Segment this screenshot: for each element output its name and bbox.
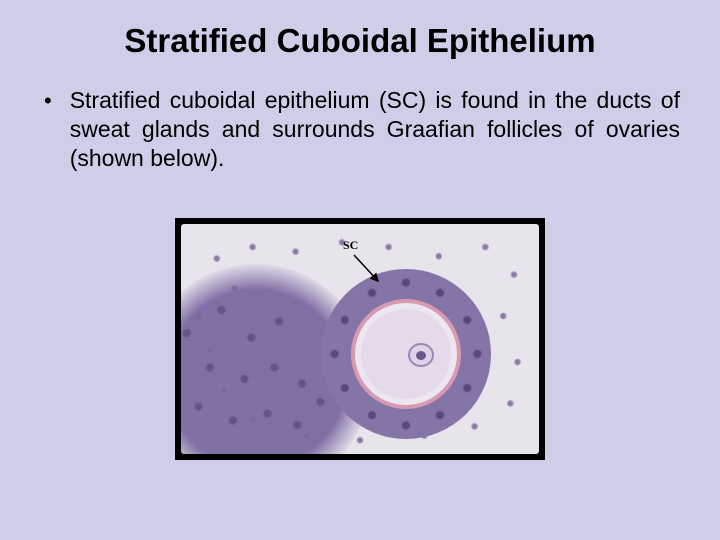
oocyte-nucleus <box>408 343 434 367</box>
bullet-marker: • <box>44 88 52 114</box>
tissue-background: SC <box>181 224 539 454</box>
oocyte-cytoplasm <box>361 309 451 399</box>
slide-title: Stratified Cuboidal Epithelium <box>40 22 680 60</box>
bullet-text: Stratified cuboidal epithelium (SC) is f… <box>70 86 680 172</box>
sc-label: SC <box>343 238 358 253</box>
graafian-follicle <box>321 269 491 439</box>
image-container: SC <box>40 218 680 460</box>
micrograph-figure: SC <box>175 218 545 460</box>
bullet-item: • Stratified cuboidal epithelium (SC) is… <box>40 86 680 172</box>
arrow-icon <box>351 252 391 292</box>
slide: Stratified Cuboidal Epithelium • Stratif… <box>0 0 720 540</box>
